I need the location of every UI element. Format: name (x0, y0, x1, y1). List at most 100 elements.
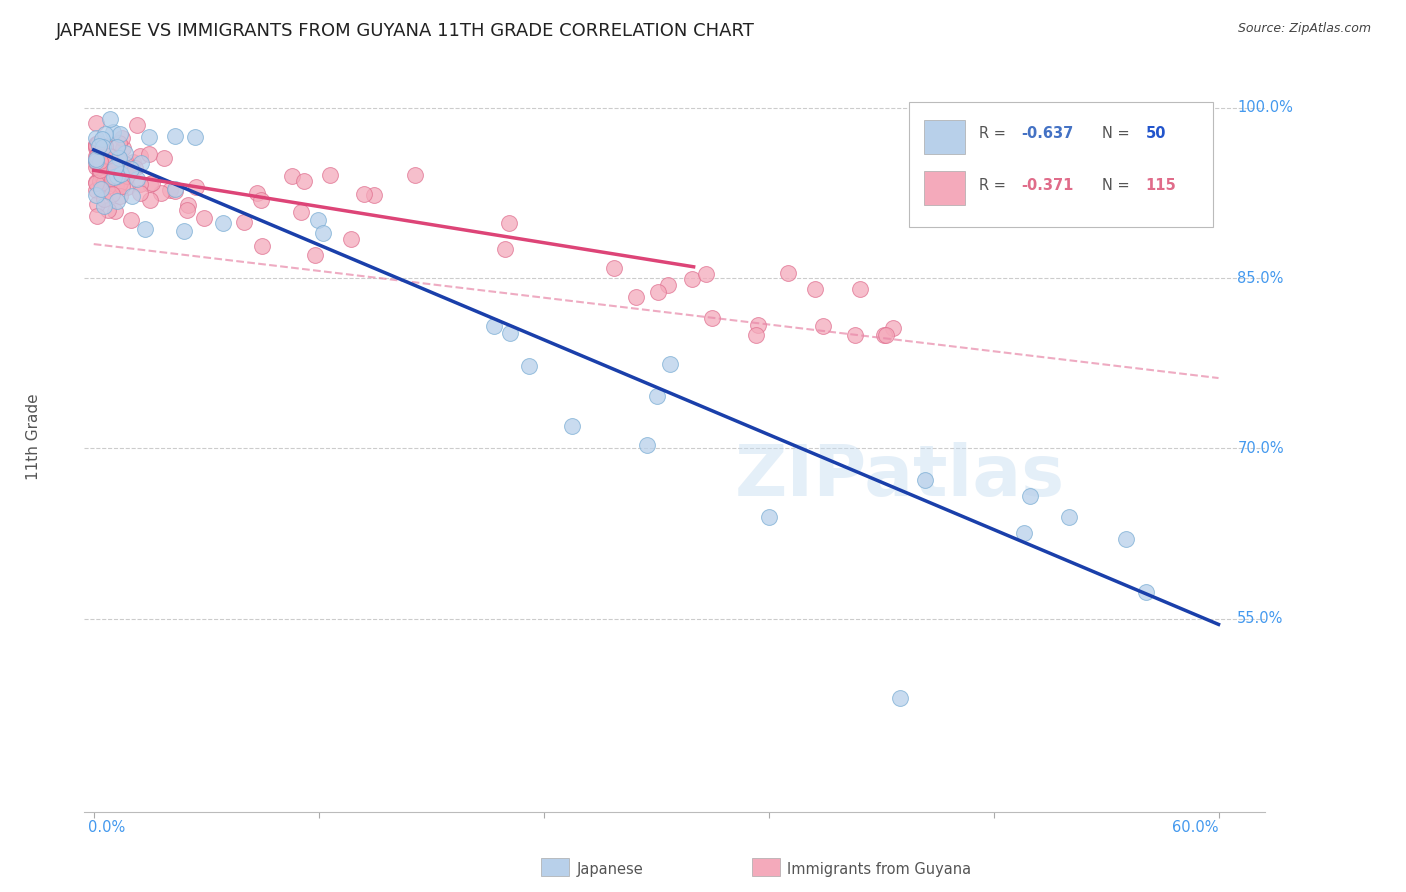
Text: 70.0%: 70.0% (1237, 441, 1284, 456)
Point (84, 183, 107, 197)
Point (94, 139, 117, 153)
Point (339, 232, 361, 246)
Point (98, 149, 121, 163)
Point (499, 326, 522, 340)
Point (813, 319, 835, 334)
Point (121, 155, 143, 169)
Point (117, 164, 139, 178)
Point (246, 186, 269, 201)
Point (89, 154, 111, 169)
Point (101, 170, 124, 185)
Text: R =: R = (979, 127, 1010, 142)
Point (117, 179, 139, 194)
Point (498, 216, 520, 230)
Point (193, 211, 215, 225)
Point (84, 175, 107, 189)
Point (250, 193, 273, 207)
Point (517, 359, 540, 373)
Point (484, 319, 506, 334)
Point (104, 203, 127, 218)
Point (804, 282, 827, 296)
Point (159, 183, 181, 197)
Point (163, 182, 186, 196)
Point (844, 327, 866, 342)
Text: N =: N = (1102, 178, 1135, 193)
Point (700, 310, 723, 325)
Point (129, 156, 152, 170)
Point (104, 160, 127, 174)
Bar (924, 171, 966, 205)
Point (882, 320, 904, 334)
Point (90, 132, 112, 146)
Point (494, 242, 516, 256)
Point (89, 153, 111, 168)
Point (873, 327, 896, 342)
Point (603, 261, 626, 276)
Point (89, 162, 111, 177)
Point (695, 267, 717, 281)
Point (84, 115, 107, 129)
Point (107, 153, 129, 167)
Point (89, 164, 111, 178)
Point (93, 147, 115, 161)
Point (108, 189, 131, 203)
Point (637, 438, 659, 452)
Point (889, 691, 911, 706)
Point (110, 167, 132, 181)
Point (108, 136, 131, 150)
Point (84, 176, 107, 190)
Point (100, 152, 122, 166)
Point (250, 238, 273, 252)
Point (91, 172, 114, 186)
Point (292, 174, 315, 188)
Point (129, 186, 152, 201)
Point (849, 282, 872, 296)
Text: 50: 50 (1146, 127, 1166, 142)
Point (776, 266, 799, 280)
Text: JAPANESE VS IMMIGRANTS FROM GUYANA 11TH GRADE CORRELATION CHART: JAPANESE VS IMMIGRANTS FROM GUYANA 11TH … (56, 22, 755, 40)
Point (304, 248, 326, 262)
Point (89, 167, 111, 181)
Point (138, 146, 160, 161)
Text: Japanese: Japanese (576, 863, 643, 877)
Text: 60.0%: 60.0% (1173, 820, 1219, 835)
Point (152, 151, 174, 165)
Point (1012, 525, 1035, 540)
Point (184, 129, 207, 144)
Point (111, 140, 134, 154)
Point (121, 189, 143, 203)
Point (98, 112, 121, 127)
Text: Source: ZipAtlas.com: Source: ZipAtlas.com (1237, 22, 1371, 36)
Point (91, 140, 114, 154)
Point (173, 224, 195, 238)
Point (90, 182, 112, 196)
Point (86, 154, 108, 169)
Point (129, 178, 152, 192)
Text: -0.637: -0.637 (1022, 127, 1074, 142)
Point (307, 212, 329, 227)
Point (84, 149, 107, 163)
Point (87, 139, 110, 153)
Point (211, 216, 233, 230)
Point (1057, 509, 1080, 524)
Point (233, 214, 256, 228)
Point (93, 193, 115, 207)
Point (84, 136, 107, 151)
Point (93, 175, 115, 189)
Point (115, 169, 138, 183)
Point (86, 197, 108, 211)
Point (96, 178, 118, 193)
Text: 115: 115 (1146, 178, 1177, 193)
Point (561, 418, 583, 433)
Point (645, 389, 668, 403)
Text: Immigrants from Guyana: Immigrants from Guyana (787, 863, 972, 877)
Point (89, 174, 111, 188)
Point (281, 169, 304, 183)
Point (103, 125, 125, 139)
Point (129, 149, 152, 163)
Point (404, 169, 426, 183)
Point (139, 193, 162, 207)
Point (93, 199, 115, 213)
Point (90, 153, 112, 167)
Text: -0.371: -0.371 (1022, 178, 1074, 193)
